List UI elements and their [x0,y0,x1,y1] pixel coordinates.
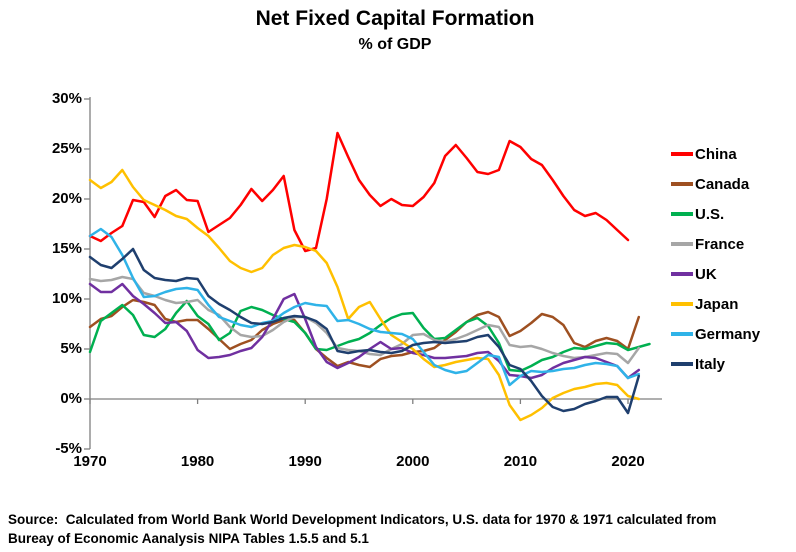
series-line-uk [88,282,641,380]
legend-item-japan: Japan [671,289,795,319]
y-tick-label: 0% [60,390,82,407]
series-line-italy [88,247,641,415]
x-tick-label: 2000 [396,453,430,470]
y-tick-label: 20% [51,190,82,207]
legend-label: China [695,145,737,163]
series-line-germany [88,227,641,387]
series-line-us [88,299,651,373]
source-line-2: Bureay of Economic Aanalysis NIPA Tables… [8,531,369,546]
x-tick-label: 2010 [503,453,538,470]
y-tick-label: 25% [51,140,82,157]
legend-item-canada: Canada [671,169,795,199]
legend-item-us: U.S. [671,199,795,229]
legend-line-swatch [671,332,693,336]
source-note: Source: Calculated from World Bank World… [8,510,794,548]
x-tick-label: 2020 [611,453,645,470]
legend-label: U.S. [695,205,725,223]
legend-label: Italy [695,355,726,373]
legend-item-france: France [671,229,795,259]
series-line-japan [88,168,641,422]
y-tick-label: 5% [60,340,82,357]
legend-label: France [695,235,745,253]
series-line-canada [88,298,641,369]
legend-line-swatch [671,242,693,246]
x-tick-label: 1980 [180,453,215,470]
legend-line-swatch [671,152,693,156]
x-tick-label: 1970 [73,453,107,470]
legend-line-swatch [671,272,693,276]
legend-label: Japan [695,295,739,313]
legend-item-italy: Italy [671,349,795,379]
legend-label: Canada [695,175,750,193]
legend-line-swatch [671,212,693,216]
y-tick-label: -5% [55,440,82,457]
legend-item-china: China [671,139,795,169]
source-line-1: Source: Calculated from World Bank World… [8,512,717,527]
legend: China Canada U.S. France UK Japan Germany Italy [671,139,795,379]
legend-item-germany: Germany [671,319,795,349]
series-line-china [88,131,630,253]
legend-line-swatch [671,302,693,306]
legend-label: Germany [695,325,761,343]
legend-line-swatch [671,182,693,186]
legend-item-uk: UK [671,259,795,289]
legend-line-swatch [671,362,693,366]
x-tick-label: 1990 [288,453,322,470]
y-tick-label: 30% [51,90,82,107]
y-tick-label: 15% [51,240,82,257]
chart-title: Net Fixed Capital Formation [255,7,535,30]
y-tick-label: 10% [51,290,82,307]
chart-subtitle: % of GDP [358,36,432,53]
legend-label: UK [695,265,717,283]
